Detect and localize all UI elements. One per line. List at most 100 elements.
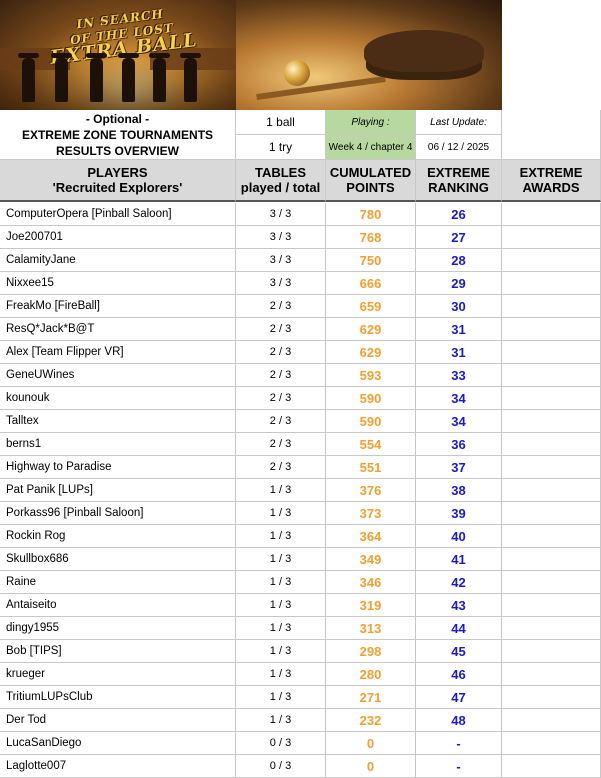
player-name: CalamityJane [0, 249, 236, 272]
table-row: GeneUWines 2 / 3 593 33 [0, 364, 601, 387]
player-name: FreakMo [FireBall] [0, 295, 236, 318]
extreme-awards [502, 686, 601, 709]
tables-played: 1 / 3 [236, 525, 326, 548]
tables-played: 0 / 3 [236, 755, 326, 778]
extreme-ranking: 37 [416, 456, 502, 479]
extreme-awards [502, 640, 601, 663]
table-row: TritiumLUPsClub 1 / 3 271 47 [0, 686, 601, 709]
tables-played: 1 / 3 [236, 686, 326, 709]
extreme-awards [502, 456, 601, 479]
cumulated-points: 629 [326, 318, 416, 341]
awards-header-line2: AWARDS [522, 180, 580, 195]
extreme-awards [502, 755, 601, 778]
tables-played: 2 / 3 [236, 410, 326, 433]
extreme-awards [502, 594, 601, 617]
cumulated-points: 593 [326, 364, 416, 387]
table-row: CalamityJane 3 / 3 750 28 [0, 249, 601, 272]
tables-played: 2 / 3 [236, 456, 326, 479]
table-row: Joe200701 3 / 3 768 27 [0, 226, 601, 249]
table-row: FreakMo [FireBall] 2 / 3 659 30 [0, 295, 601, 318]
player-name: ResQ*Jack*B@T [0, 318, 236, 341]
extreme-ranking: 31 [416, 318, 502, 341]
cowboy-silhouette [149, 53, 170, 102]
cumulated-points: 313 [326, 617, 416, 640]
extreme-ranking: 34 [416, 410, 502, 433]
fedora-hat-icon [364, 30, 484, 72]
cumulated-points: 551 [326, 456, 416, 479]
tables-played: 2 / 3 [236, 364, 326, 387]
table-row: Porkass96 [Pinball Saloon] 1 / 3 373 39 [0, 502, 601, 525]
cumulated-points: 768 [326, 226, 416, 249]
tables-played: 0 / 3 [236, 732, 326, 755]
tables-played: 1 / 3 [236, 640, 326, 663]
player-name: Talltex [0, 410, 236, 433]
extreme-awards [502, 433, 601, 456]
extreme-ranking: - [416, 755, 502, 778]
player-name: GeneUWines [0, 364, 236, 387]
table-row: krueger 1 / 3 280 46 [0, 663, 601, 686]
cumulated-points: 298 [326, 640, 416, 663]
extreme-awards [502, 479, 601, 502]
cumulated-points: 554 [326, 433, 416, 456]
player-name: Joe200701 [0, 226, 236, 249]
cumulated-points: 666 [326, 272, 416, 295]
banner-hat-pinball-image [236, 0, 502, 110]
extreme-ranking: 47 [416, 686, 502, 709]
extreme-awards [502, 341, 601, 364]
tables-played: 3 / 3 [236, 226, 326, 249]
tables-played: 2 / 3 [236, 318, 326, 341]
results-overview-label: RESULTS OVERVIEW [56, 143, 179, 158]
cowboy-silhouette [86, 53, 107, 102]
table-row: berns1 2 / 3 554 36 [0, 433, 601, 456]
extreme-awards [502, 732, 601, 755]
extreme-ranking: 34 [416, 387, 502, 410]
cumulated-points: 271 [326, 686, 416, 709]
player-name: Nixxee15 [0, 272, 236, 295]
tables-played: 2 / 3 [236, 387, 326, 410]
tables-played: 3 / 3 [236, 203, 326, 226]
cumulated-points: 590 [326, 410, 416, 433]
table-row: dingy1955 1 / 3 313 44 [0, 617, 601, 640]
player-name: Skullbox686 [0, 548, 236, 571]
player-name: Der Tod [0, 709, 236, 732]
player-name: dingy1955 [0, 617, 236, 640]
cowboy-silhouette [18, 53, 39, 102]
extreme-awards [502, 548, 601, 571]
extreme-ranking: 30 [416, 295, 502, 318]
extreme-ranking: 39 [416, 502, 502, 525]
tables-played: 2 / 3 [236, 433, 326, 456]
cowboy-silhouette [51, 53, 72, 102]
player-name: Bob [TIPS] [0, 640, 236, 663]
cumulated-points: 373 [326, 502, 416, 525]
tables-played: 3 / 3 [236, 272, 326, 295]
table-row: Pat Panik [LUPs] 1 / 3 376 38 [0, 479, 601, 502]
column-header-ranking: EXTREME RANKING [416, 160, 502, 202]
table-row: Rockin Rog 1 / 3 364 40 [0, 525, 601, 548]
players-header-line1: PLAYERS [87, 165, 148, 180]
player-name: berns1 [0, 433, 236, 456]
table-row: Skullbox686 1 / 3 349 41 [0, 548, 601, 571]
balls-info: 1 ball [236, 110, 326, 135]
cowboy-silhouette [180, 53, 201, 102]
table-row: Der Tod 1 / 3 232 48 [0, 709, 601, 732]
cumulated-points: 590 [326, 387, 416, 410]
extreme-awards [502, 272, 601, 295]
extreme-ranking: 45 [416, 640, 502, 663]
table-row: ResQ*Jack*B@T 2 / 3 629 31 [0, 318, 601, 341]
cumulated-points: 659 [326, 295, 416, 318]
cowboy-silhouette [118, 53, 139, 102]
column-header-points: CUMULATED POINTS [326, 160, 416, 202]
cumulated-points: 232 [326, 709, 416, 732]
extreme-ranking: 44 [416, 617, 502, 640]
player-name: Highway to Paradise [0, 456, 236, 479]
extreme-awards [502, 410, 601, 433]
extreme-awards [502, 295, 601, 318]
optional-label: - Optional - [85, 111, 150, 126]
extreme-ranking: 27 [416, 226, 502, 249]
cumulated-points: 750 [326, 249, 416, 272]
cumulated-points: 280 [326, 663, 416, 686]
extreme-ranking: - [416, 732, 502, 755]
player-name: Antaiseito [0, 594, 236, 617]
